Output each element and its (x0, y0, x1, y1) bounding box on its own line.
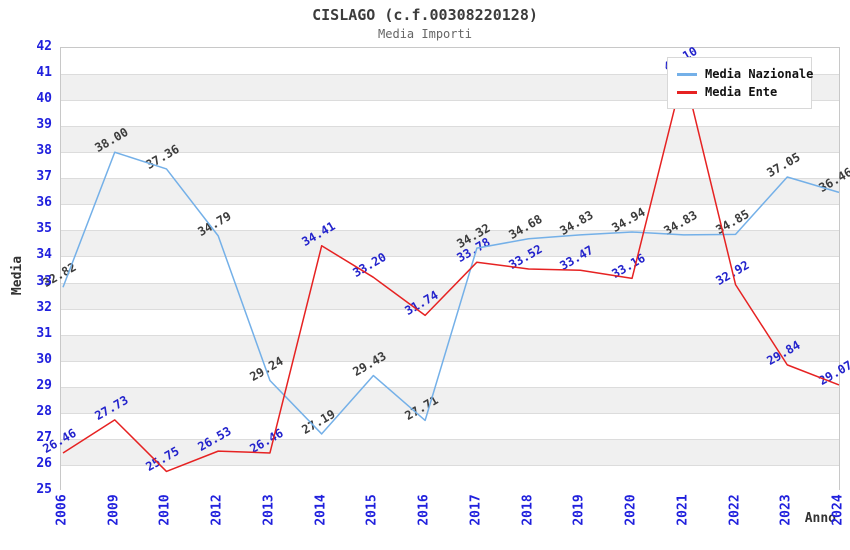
y-tick-label: 37 (36, 169, 52, 185)
plot-band (61, 126, 839, 153)
y-tick-label: 36 (36, 195, 52, 211)
chart-title: CISLAGO (c.f.00308220128) (312, 6, 538, 24)
x-tick-label: 2023 (778, 494, 794, 526)
gridline (61, 230, 839, 232)
x-tick-label: 2015 (364, 494, 380, 526)
legend-item-media-nazionale: Media Nazionale (677, 65, 813, 83)
gridline (61, 412, 839, 414)
legend-item-media-ente: Media Ente (677, 83, 802, 101)
gridline (61, 100, 839, 102)
y-tick-label: 38 (36, 143, 52, 159)
plot-band (61, 282, 839, 309)
x-tick-label: 2022 (727, 494, 743, 526)
y-tick-label: 28 (36, 403, 52, 419)
x-axis-title: Anno (804, 511, 836, 526)
y-tick-label: 29 (36, 377, 52, 393)
plot-band (61, 438, 839, 465)
y-tick-label: 41 (36, 65, 52, 81)
y-tick-label: 26 (36, 455, 52, 471)
x-tick-label: 2013 (261, 494, 277, 526)
gridline (61, 386, 839, 388)
y-tick-label: 32 (36, 299, 52, 315)
x-tick-label: 2014 (313, 494, 329, 526)
x-tick-label: 2020 (623, 494, 639, 526)
plot-band (61, 412, 839, 439)
plot-area: 32.82 38.00 37.36 34.79 29.24 27.19 29.43 27.71… (40, 44, 850, 491)
gridline (61, 464, 839, 466)
gridline (61, 308, 839, 310)
x-tick-label: 2019 (571, 494, 587, 526)
plot-band (61, 464, 839, 491)
x-tick-label: 2010 (157, 494, 173, 526)
series-line-media-nazionale (62, 151, 840, 435)
chart-subtitle: Media Importi (378, 27, 472, 41)
plot-band (61, 308, 839, 335)
y-tick-label: 34 (36, 247, 52, 263)
x-tick-label: 2017 (468, 494, 484, 526)
y-tick-label: 39 (36, 117, 52, 133)
plot-band (61, 256, 839, 283)
gridline (61, 360, 839, 362)
x-tick-label: 2018 (520, 494, 536, 526)
y-tick-label: 35 (36, 221, 52, 237)
y-tick-label: 33 (36, 273, 52, 289)
x-tick-label: 2012 (209, 494, 225, 526)
gridline (61, 74, 839, 76)
gridline (61, 178, 839, 180)
gridline (61, 152, 839, 154)
y-tick-label: 42 (36, 39, 52, 54)
x-tick-label: 2006 (54, 494, 70, 526)
x-tick-label: 2009 (106, 494, 122, 526)
legend-swatch-media-nazionale (677, 72, 697, 76)
x-tick-label: 2021 (675, 494, 691, 526)
plot-band (61, 386, 839, 413)
plot-band (61, 360, 839, 387)
gridline (61, 438, 839, 440)
y-tick-label: 31 (36, 325, 52, 341)
gridline (61, 126, 839, 128)
legend-label-media-ente: Media Ente (705, 85, 778, 99)
legend-swatch-media-ente (677, 90, 697, 94)
y-tick-label: 40 (36, 91, 52, 107)
gridline (61, 256, 839, 258)
y-tick-label: 27 (36, 429, 52, 445)
legend: Media Nazionale Media Ente (667, 57, 813, 109)
y-tick-label: 25 (36, 482, 52, 497)
series-line-media-ente (62, 70, 840, 473)
plot-band (61, 204, 839, 231)
y-tick-label: 30 (36, 351, 52, 367)
legend-label-media-nazionale: Media Nazionale (705, 67, 814, 81)
gridline (61, 282, 839, 284)
x-tick-label: 2016 (416, 494, 432, 526)
gridline (61, 204, 839, 206)
chart-lines (62, 70, 840, 473)
x-tick-label: 2024 (830, 494, 846, 526)
